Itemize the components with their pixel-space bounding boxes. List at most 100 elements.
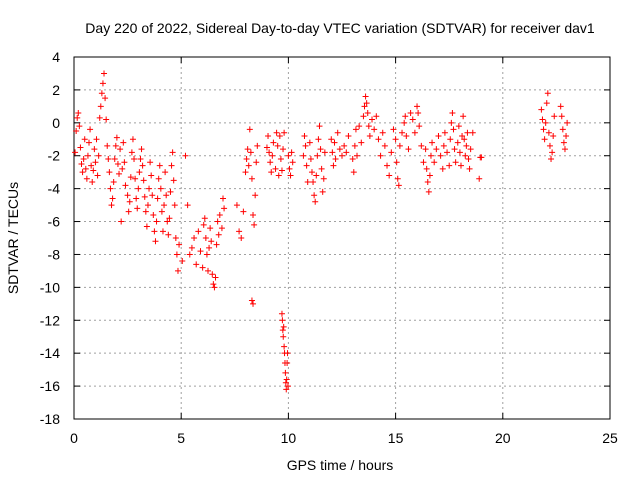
data-point <box>138 146 145 153</box>
data-point <box>265 132 272 139</box>
data-point <box>283 376 290 383</box>
data-point <box>158 208 165 215</box>
data-point <box>206 244 213 251</box>
data-point <box>188 244 195 251</box>
chart-title: Day 220 of 2022, Sidereal Day-to-day VTE… <box>85 20 595 36</box>
data-point <box>83 175 90 182</box>
data-point <box>96 114 103 121</box>
data-point <box>210 281 217 288</box>
data-point <box>455 123 462 130</box>
data-point <box>282 379 289 386</box>
data-point <box>303 162 310 169</box>
data-point <box>278 167 285 174</box>
data-point <box>558 113 565 120</box>
y-tick-label: 2 <box>52 82 60 98</box>
data-point <box>94 172 101 179</box>
data-point <box>119 165 126 172</box>
data-point <box>113 134 120 141</box>
data-point <box>150 211 157 218</box>
data-point <box>133 195 140 202</box>
data-point <box>478 154 485 161</box>
data-point <box>75 109 82 116</box>
data-point <box>137 156 144 163</box>
data-point <box>263 144 270 151</box>
data-point <box>543 100 550 107</box>
data-point <box>120 139 127 146</box>
data-point <box>108 202 115 209</box>
data-point <box>104 142 111 149</box>
data-point <box>186 251 193 258</box>
data-point <box>448 119 455 126</box>
data-point <box>561 146 568 153</box>
data-point <box>95 152 102 159</box>
data-point <box>149 192 156 199</box>
data-point <box>248 297 255 304</box>
data-point <box>74 114 81 121</box>
data-point <box>252 192 259 199</box>
data-point <box>284 360 291 367</box>
data-point <box>129 136 136 143</box>
data-point <box>280 146 287 153</box>
data-point <box>319 188 326 195</box>
data-point <box>351 142 358 149</box>
data-point <box>364 109 371 116</box>
data-point <box>97 103 104 110</box>
data-point <box>465 156 472 163</box>
data-point <box>393 159 400 166</box>
data-point <box>427 152 434 159</box>
data-point <box>451 146 458 153</box>
data-point <box>285 152 292 159</box>
data-point <box>447 136 454 143</box>
data-point <box>281 129 288 136</box>
data-point <box>162 169 169 176</box>
data-point <box>354 152 361 159</box>
data-point <box>329 149 336 156</box>
data-point <box>395 182 402 189</box>
data-point <box>211 284 218 291</box>
data-point <box>320 175 327 182</box>
data-point <box>140 177 147 184</box>
data-point <box>72 149 79 156</box>
data-point <box>459 132 466 139</box>
data-point <box>469 129 476 136</box>
data-point <box>300 152 307 159</box>
data-point <box>254 142 261 149</box>
data-point <box>564 119 571 126</box>
data-point <box>248 175 255 182</box>
data-point <box>549 149 556 156</box>
data-point <box>168 162 175 169</box>
data-point <box>390 126 397 133</box>
data-point <box>105 156 112 163</box>
data-point <box>464 129 471 136</box>
data-point <box>311 192 318 199</box>
data-point <box>321 149 328 156</box>
data-point <box>279 327 286 334</box>
data-point <box>117 146 124 153</box>
data-point <box>250 300 257 307</box>
data-point <box>287 172 294 179</box>
data-point <box>233 202 240 209</box>
data-point <box>356 123 363 130</box>
data-point <box>132 175 139 182</box>
data-point <box>405 146 412 153</box>
data-point <box>93 136 100 143</box>
data-point <box>161 202 168 209</box>
data-point <box>91 146 98 153</box>
data-point <box>191 235 198 241</box>
data-point <box>147 159 154 166</box>
data-point <box>250 211 257 218</box>
data-point <box>460 113 467 120</box>
data-point <box>193 261 200 268</box>
plot-frame <box>73 56 611 420</box>
data-point <box>202 235 209 241</box>
data-point <box>401 119 408 126</box>
data-point <box>422 146 429 153</box>
data-point <box>212 274 219 281</box>
data-point <box>172 235 179 241</box>
data-point <box>173 251 180 258</box>
data-point <box>559 126 566 133</box>
data-point <box>433 146 440 153</box>
data-point <box>332 156 339 163</box>
y-tick-labels: 4 2 0 -2 -4 -6 -8 -10 -12 -14 -16 -18 <box>40 49 60 427</box>
